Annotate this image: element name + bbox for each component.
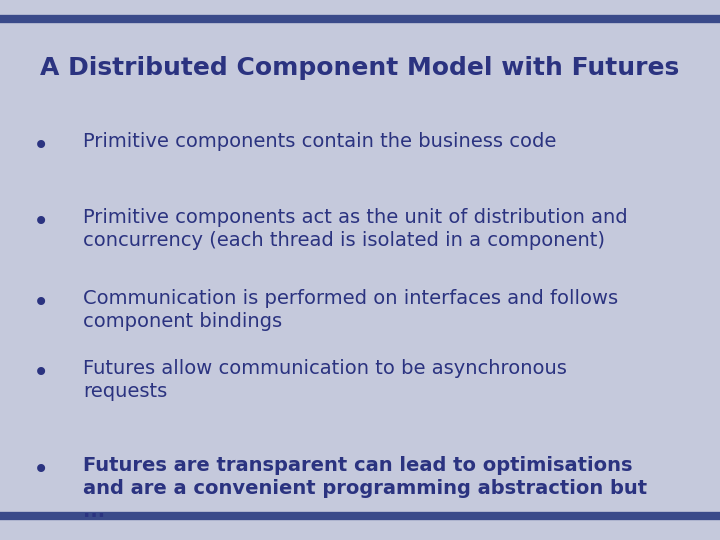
Text: Primitive components act as the unit of distribution and
concurrency (each threa: Primitive components act as the unit of …	[83, 208, 627, 249]
Text: •: •	[32, 359, 49, 387]
Text: •: •	[32, 456, 49, 484]
Text: •: •	[32, 289, 49, 317]
Text: Futures allow communication to be asynchronous
requests: Futures allow communication to be asynch…	[83, 359, 567, 401]
Text: Futures are transparent can lead to optimisations
and are a convenient programmi: Futures are transparent can lead to opti…	[83, 456, 647, 521]
Text: Primitive components contain the business code: Primitive components contain the busines…	[83, 132, 556, 151]
Text: A Distributed Component Model with Futures: A Distributed Component Model with Futur…	[40, 56, 679, 79]
Text: Communication is performed on interfaces and follows
component bindings: Communication is performed on interfaces…	[83, 289, 618, 330]
Text: •: •	[32, 132, 49, 160]
Text: •: •	[32, 208, 49, 236]
